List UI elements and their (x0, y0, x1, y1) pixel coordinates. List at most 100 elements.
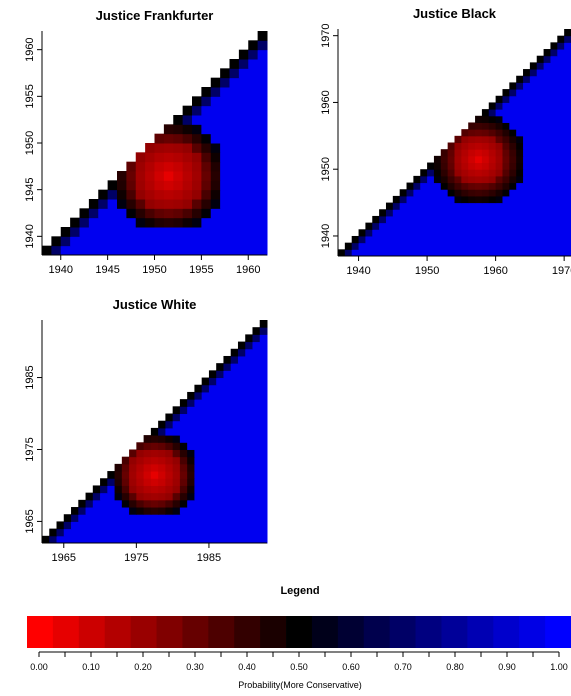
heatmap-cell (114, 478, 123, 486)
heatmap-cell (98, 208, 109, 219)
heatmap-cell (245, 427, 253, 436)
heatmap-cell (454, 149, 462, 157)
heatmap-cell (182, 143, 193, 153)
heatmap-cell (475, 169, 483, 177)
heatmap-cell (516, 115, 524, 123)
heatmap-cell (475, 182, 483, 190)
heatmap-cell (461, 162, 469, 170)
heatmap-cell (192, 199, 202, 209)
heatmap-cell (557, 235, 565, 244)
heatmap-cell (252, 327, 261, 335)
heatmap-cell (488, 129, 497, 137)
heatmap-cell (536, 149, 545, 157)
heatmap-cell (187, 391, 195, 400)
heatmap-cell (220, 143, 231, 153)
heatmap-cell (509, 162, 517, 170)
heatmap-cell (230, 535, 239, 544)
heatmap-cell (529, 82, 538, 90)
heatmap-cell (523, 169, 531, 177)
heatmap-cell (107, 521, 116, 530)
heatmap-cell (98, 217, 109, 228)
heatmap-cell (413, 235, 421, 244)
heatmap-cell (259, 355, 268, 364)
heatmap-cell (502, 195, 510, 204)
heatmap-cell (145, 236, 156, 247)
heatmap-cell (557, 155, 565, 164)
heatmap-cell (172, 471, 181, 479)
heatmap-cell (194, 535, 203, 544)
heatmap-cell (237, 478, 246, 486)
x-tick-label: 1960 (236, 264, 260, 276)
heatmap-cell (173, 199, 184, 209)
heatmap-cell (158, 442, 166, 450)
heatmap-cell (433, 155, 442, 164)
heatmap-cell (163, 133, 174, 144)
heatmap-cell (433, 249, 442, 257)
heatmap-cell (468, 215, 476, 224)
heatmap-cell (71, 521, 79, 530)
heatmap-cell (406, 209, 414, 217)
heatmap-cell (516, 162, 524, 170)
heatmap-cell (536, 109, 545, 117)
heatmap-cell (107, 208, 118, 219)
heatmap-cell (107, 478, 116, 486)
heatmap-cell (461, 202, 469, 210)
heatmap-cell (516, 142, 524, 150)
heatmap-cell (230, 442, 239, 450)
heatmap-cell (420, 249, 428, 257)
heatmap-cell (481, 109, 490, 117)
heatmap-cell (201, 449, 210, 458)
heatmap-cell (158, 485, 166, 494)
heatmap-cell (529, 95, 538, 103)
heatmap-cell (182, 208, 193, 219)
legend-bin (52, 616, 80, 648)
heatmap-cell (208, 420, 217, 429)
heatmap-cell (529, 149, 538, 157)
heatmap-cell (210, 189, 221, 200)
heatmap-cell (543, 215, 551, 224)
heatmap-cell (237, 391, 246, 400)
heatmap-cell (557, 142, 565, 150)
heatmap-cell (154, 152, 165, 163)
heatmap-cell (245, 449, 253, 458)
heatmap-cell (257, 199, 268, 209)
heatmap-cell (433, 195, 442, 204)
heatmap-cell (172, 456, 181, 465)
heatmap-cell (461, 235, 469, 244)
heatmap-cell (550, 215, 558, 224)
heatmap-cell (564, 49, 571, 57)
heatmap-cell (523, 122, 531, 130)
heatmap-cell (495, 229, 503, 237)
heatmap-cell (502, 162, 510, 170)
heatmap-cell (194, 442, 203, 450)
heatmap-cell (529, 195, 538, 204)
heatmap-cell (475, 249, 483, 257)
heatmap-cell (135, 245, 146, 256)
heatmap-cell (379, 222, 387, 230)
heatmap-cell (182, 161, 193, 172)
heatmap-cell (248, 96, 259, 107)
heatmap-cell (481, 182, 490, 190)
heatmap-cell (351, 249, 360, 257)
heatmap-cell (237, 528, 246, 537)
heatmap-cell (245, 485, 253, 494)
heatmap-cell (201, 161, 212, 172)
heatmap-cell (257, 40, 268, 51)
heatmap-cell (392, 202, 401, 210)
heatmap-cell (208, 391, 217, 400)
heatmap-cell (172, 413, 181, 422)
heatmap-cell (129, 521, 137, 530)
heatmap-cell (257, 87, 268, 97)
heatmap-cell (229, 180, 240, 191)
heatmap-cell (509, 102, 517, 110)
heatmap-cell (252, 348, 261, 357)
heatmap-cell (509, 115, 517, 123)
heatmap-cell (358, 242, 366, 250)
heatmap-cell (481, 215, 490, 224)
heatmap-cell (201, 492, 210, 501)
heatmap-cell (543, 195, 551, 204)
heatmap-cell (165, 485, 174, 494)
heatmap-cell (550, 115, 558, 123)
heatmap-cell (536, 215, 545, 224)
heatmap-cell (440, 242, 449, 250)
